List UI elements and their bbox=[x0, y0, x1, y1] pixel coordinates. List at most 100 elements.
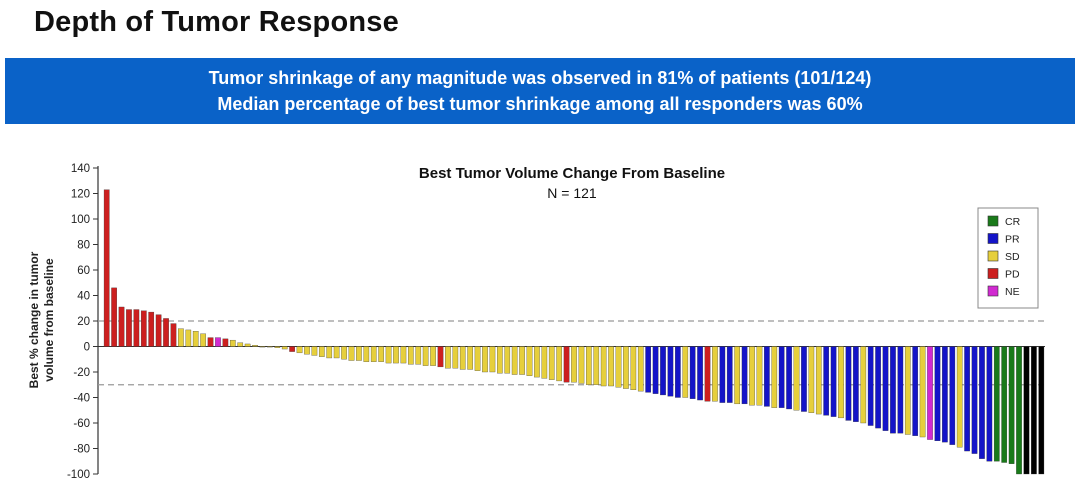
bar bbox=[133, 309, 140, 347]
y-tick-label: 40 bbox=[77, 291, 90, 303]
bar bbox=[793, 346, 800, 411]
y-tick-label: -60 bbox=[73, 418, 90, 430]
bar bbox=[667, 346, 674, 397]
bar bbox=[497, 346, 503, 374]
banner-line-1: Tumor shrinkage of any magnitude was obs… bbox=[208, 68, 872, 88]
bar bbox=[185, 329, 192, 347]
bar bbox=[942, 346, 948, 443]
bar bbox=[875, 346, 881, 429]
bar bbox=[823, 346, 830, 416]
bar bbox=[289, 346, 295, 352]
bar bbox=[608, 346, 614, 387]
bar bbox=[1038, 346, 1045, 475]
bar bbox=[838, 346, 844, 419]
bar bbox=[675, 346, 681, 398]
bar bbox=[704, 346, 711, 402]
bar bbox=[348, 346, 355, 361]
bar bbox=[986, 346, 993, 462]
bar bbox=[853, 346, 859, 422]
bar bbox=[801, 346, 807, 412]
bar bbox=[845, 346, 852, 421]
bar bbox=[548, 346, 555, 380]
bar bbox=[111, 287, 117, 347]
y-tick-label: 20 bbox=[77, 316, 90, 328]
legend-label-cr: CR bbox=[1005, 216, 1021, 228]
y-tick-label: 140 bbox=[71, 163, 90, 175]
bar bbox=[445, 346, 451, 369]
y-tick-label: 60 bbox=[77, 265, 90, 277]
bar bbox=[452, 346, 459, 369]
y-tick-label: 120 bbox=[71, 189, 90, 201]
bar bbox=[267, 346, 273, 348]
y-tick-label: -20 bbox=[73, 367, 90, 379]
bar bbox=[274, 346, 281, 348]
bar bbox=[1008, 346, 1015, 464]
bar bbox=[682, 346, 689, 398]
bar bbox=[956, 346, 963, 448]
bar bbox=[482, 346, 488, 373]
bar bbox=[504, 346, 511, 374]
bar bbox=[719, 346, 726, 403]
bar bbox=[170, 323, 177, 347]
bar bbox=[652, 346, 659, 394]
bar bbox=[437, 346, 444, 368]
bar bbox=[103, 189, 110, 347]
bar bbox=[949, 346, 956, 445]
bar bbox=[222, 338, 229, 347]
y-tick-label: -40 bbox=[73, 393, 90, 405]
y-tick-label: 80 bbox=[77, 240, 90, 252]
bar bbox=[229, 339, 236, 347]
bar bbox=[993, 346, 1000, 462]
bar bbox=[207, 337, 214, 347]
bar bbox=[1023, 346, 1030, 475]
chart-subtitle: N = 121 bbox=[547, 185, 597, 201]
bar bbox=[971, 346, 978, 454]
bar bbox=[118, 306, 125, 347]
bar bbox=[178, 328, 184, 347]
bar bbox=[378, 346, 384, 362]
bar bbox=[815, 346, 822, 415]
bar bbox=[882, 346, 889, 431]
bar bbox=[556, 346, 562, 382]
bar bbox=[526, 346, 533, 376]
y-axis-label: Best % change in tumorvolume from baseli… bbox=[27, 251, 56, 388]
bar bbox=[252, 345, 258, 347]
bar bbox=[318, 346, 325, 357]
y-tick-label: -80 bbox=[73, 444, 90, 456]
bar bbox=[474, 346, 481, 371]
bar bbox=[786, 346, 792, 410]
bar bbox=[979, 346, 985, 459]
bar bbox=[919, 346, 926, 438]
bar bbox=[467, 346, 473, 370]
bar bbox=[778, 346, 785, 408]
bar bbox=[407, 346, 414, 365]
y-tick-label: -100 bbox=[67, 469, 90, 481]
banner-line-2: Median percentage of best tumor shrinkag… bbox=[217, 94, 863, 114]
bar bbox=[511, 346, 518, 375]
bar bbox=[660, 346, 666, 396]
bar bbox=[771, 346, 778, 408]
legend-label-pr: PR bbox=[1005, 234, 1020, 246]
bar bbox=[726, 346, 733, 403]
bar bbox=[541, 346, 548, 379]
bar bbox=[645, 346, 651, 393]
bar bbox=[385, 346, 392, 364]
bar bbox=[148, 311, 155, 347]
bar bbox=[630, 346, 637, 390]
bar bbox=[200, 333, 206, 347]
bar bbox=[867, 346, 874, 426]
y-tick-label: 0 bbox=[84, 342, 90, 354]
bar bbox=[296, 346, 303, 354]
bar bbox=[764, 346, 770, 407]
bar bbox=[126, 309, 132, 347]
bar bbox=[830, 346, 837, 417]
bar bbox=[697, 346, 703, 401]
bar bbox=[712, 346, 718, 402]
bar bbox=[1001, 346, 1008, 463]
bar bbox=[430, 346, 436, 366]
bar bbox=[393, 346, 399, 364]
legend-swatch-pd bbox=[987, 268, 999, 279]
bar bbox=[534, 346, 540, 378]
bar bbox=[237, 342, 244, 347]
legend-swatch-cr bbox=[987, 215, 999, 227]
